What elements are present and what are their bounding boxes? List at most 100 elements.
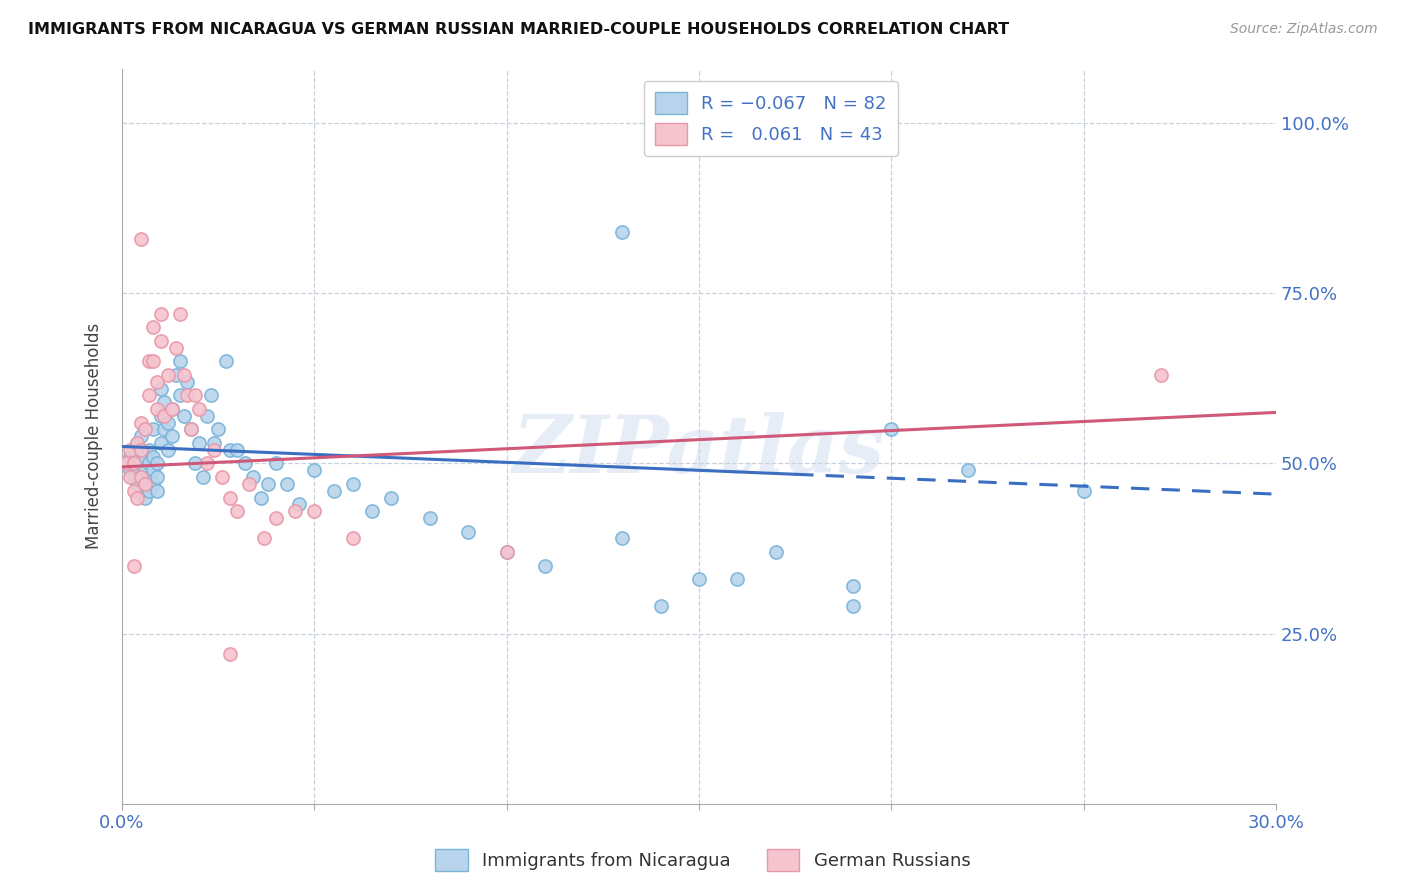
Point (118, 470, 141, 484)
Point (188, 402, 211, 417)
Point (142, 354, 165, 368)
Point (264, 457, 287, 471)
Point (218, 491, 240, 505)
Point (191, 470, 214, 484)
Point (129, 442, 152, 457)
Point (145, 483, 167, 498)
Point (127, 450, 149, 464)
Point (138, 470, 160, 484)
Point (184, 388, 207, 402)
Point (727, 572, 749, 586)
Point (127, 491, 149, 505)
Point (157, 416, 180, 430)
Point (149, 334, 172, 348)
Point (127, 436, 149, 450)
Point (610, 225, 633, 239)
Point (115, 457, 138, 471)
Point (145, 402, 167, 417)
Point (129, 442, 152, 457)
Point (342, 477, 364, 491)
Point (129, 416, 152, 430)
Point (342, 532, 364, 546)
Point (195, 457, 218, 471)
Point (134, 463, 156, 477)
Point (122, 558, 145, 573)
Point (153, 409, 176, 423)
Y-axis label: Married-couple Households: Married-couple Households (86, 323, 103, 549)
Point (142, 463, 165, 477)
Point (122, 457, 145, 471)
Point (138, 483, 160, 498)
Point (115, 457, 138, 471)
Point (169, 307, 191, 321)
Point (765, 545, 787, 559)
Point (226, 504, 249, 518)
Point (1149, 368, 1171, 382)
Point (202, 436, 225, 450)
Text: ZIPatlas: ZIPatlas (513, 412, 884, 490)
Point (688, 572, 710, 586)
Point (122, 457, 145, 471)
Point (122, 483, 145, 498)
Point (842, 599, 865, 614)
Point (361, 504, 384, 518)
Point (176, 388, 198, 402)
Point (122, 470, 145, 484)
Point (842, 579, 865, 593)
Point (118, 463, 141, 477)
Point (257, 477, 280, 491)
Point (142, 477, 165, 491)
Point (129, 232, 152, 246)
Point (129, 483, 152, 498)
Point (226, 442, 249, 457)
Point (153, 395, 176, 409)
Point (457, 524, 479, 539)
Point (207, 422, 229, 436)
Point (188, 436, 211, 450)
Point (380, 491, 402, 505)
Point (304, 463, 326, 477)
Point (957, 463, 980, 477)
Point (180, 422, 202, 436)
Point (134, 450, 156, 464)
Point (145, 457, 167, 471)
Text: Source: ZipAtlas.com: Source: ZipAtlas.com (1230, 22, 1378, 37)
Point (180, 422, 202, 436)
Point (127, 436, 149, 450)
Point (157, 368, 180, 382)
Point (149, 307, 172, 321)
Point (253, 532, 276, 546)
Point (218, 442, 240, 457)
Point (650, 599, 672, 614)
Point (184, 457, 207, 471)
Point (264, 511, 287, 525)
Point (322, 483, 344, 498)
Point (249, 491, 271, 505)
Legend: R = −0.067   N = 82, R =   0.061   N = 43: R = −0.067 N = 82, R = 0.061 N = 43 (644, 81, 897, 156)
Point (288, 497, 311, 511)
Point (118, 450, 141, 464)
Point (118, 442, 141, 457)
Point (534, 558, 557, 573)
Point (880, 422, 903, 436)
Point (304, 504, 326, 518)
Point (610, 532, 633, 546)
Legend: Immigrants from Nicaragua, German Russians: Immigrants from Nicaragua, German Russia… (427, 842, 979, 879)
Point (200, 388, 222, 402)
Point (138, 388, 160, 402)
Point (149, 382, 172, 396)
Point (145, 470, 167, 484)
Point (134, 477, 156, 491)
Point (142, 320, 165, 334)
Point (138, 442, 160, 457)
Point (215, 354, 238, 368)
Point (145, 375, 167, 389)
Point (495, 545, 517, 559)
Point (138, 457, 160, 471)
Point (202, 442, 225, 457)
Point (142, 422, 165, 436)
Point (160, 402, 183, 417)
Point (242, 470, 264, 484)
Point (129, 457, 152, 471)
Point (211, 470, 233, 484)
